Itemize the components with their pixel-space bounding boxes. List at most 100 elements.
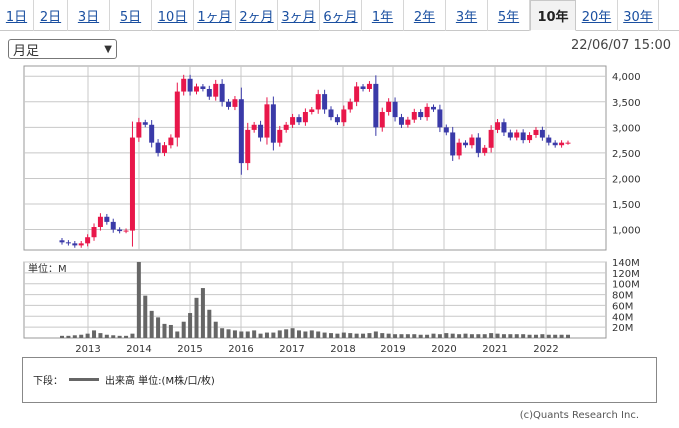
volume-bar (335, 333, 340, 338)
tab-9[interactable]: 1年 (362, 0, 404, 31)
tab-11[interactable]: 3年 (446, 0, 488, 31)
volume-bar (361, 333, 366, 338)
tab-5[interactable]: 1ヶ月 (194, 0, 236, 31)
candle-up (264, 104, 270, 138)
volume-bar (380, 333, 385, 338)
volume-bar (412, 334, 417, 338)
volume-bar (469, 334, 474, 338)
volume-bar (181, 321, 186, 338)
volume-bar (450, 333, 455, 338)
candle-up (213, 83, 219, 97)
candle-up (283, 124, 289, 130)
candle-down (104, 216, 110, 222)
candle-up (161, 145, 167, 153)
volume-bar (92, 330, 97, 338)
chevron-down-icon: ▼ (104, 43, 112, 55)
volume-bar (431, 333, 436, 338)
candle-down (520, 132, 526, 141)
candle-up (469, 137, 475, 146)
candle-down (296, 117, 302, 123)
x-tick-label: 2016 (228, 344, 253, 355)
candle-down (238, 99, 244, 164)
tab-15[interactable]: 30年 (618, 0, 659, 31)
tab-8[interactable]: 6ヶ月 (320, 0, 362, 31)
candle-up (379, 112, 385, 128)
candle-up (482, 147, 488, 153)
price-y-tick-label: 3,500 (612, 98, 641, 109)
tab-6[interactable]: 2ヶ月 (236, 0, 278, 31)
candle-up (411, 112, 417, 120)
tab-10[interactable]: 2年 (404, 0, 446, 31)
price-panel-frame (23, 65, 607, 251)
legend-box: 下段： 出来高 単位:(M株/口/枚) (22, 357, 657, 403)
volume-bar (72, 335, 77, 338)
x-tick-label: 2015 (177, 344, 202, 355)
volume-y-tick-label: 100M (612, 280, 640, 291)
tab-12[interactable]: 5年 (488, 0, 530, 31)
x-tick-label: 2017 (279, 344, 304, 355)
volume-bar (194, 297, 199, 338)
candle-down (155, 142, 161, 153)
candle-period-select[interactable]: 月足 ▼ (8, 39, 117, 59)
volume-bar (399, 334, 404, 338)
candle-up (302, 112, 308, 123)
chart-timestamp: 22/06/07 15:00 (571, 38, 671, 53)
tab-1[interactable]: 2日 (34, 0, 68, 31)
price-y-tick-label: 4,000 (612, 72, 641, 83)
volume-legend-swatch (69, 378, 99, 381)
volume-bar (111, 335, 116, 338)
volume-bar (104, 334, 109, 338)
volume-bar (508, 334, 513, 338)
volume-bar (553, 334, 558, 338)
candle-up (232, 99, 238, 107)
legend-row: 下段： 出来高 単位:(M株/口/枚) (33, 372, 215, 387)
tab-13[interactable]: 10年 (530, 0, 576, 31)
volume-bar (232, 330, 237, 338)
candle-up (245, 129, 251, 164)
candle-up (129, 137, 135, 231)
candle-up (495, 122, 501, 130)
candle-down (117, 229, 123, 232)
candle-up (181, 78, 187, 92)
volume-bar (482, 334, 487, 338)
candle-down (552, 142, 558, 146)
volume-bar (60, 335, 64, 338)
price-y-tick-label: 1,000 (612, 226, 641, 237)
volume-bar (444, 333, 449, 338)
tab-14[interactable]: 20年 (576, 0, 618, 31)
volume-bar (533, 334, 538, 338)
candle-up (97, 216, 103, 227)
volume-bar (245, 331, 250, 338)
candle-up (168, 137, 174, 146)
volume-unit-label: 単位：M (28, 262, 67, 275)
volume-bar (156, 317, 161, 338)
volume-bar (405, 334, 410, 338)
tab-4[interactable]: 10日 (152, 0, 194, 31)
volume-bar (207, 309, 212, 338)
volume-bar (220, 328, 225, 338)
volume-bar (354, 333, 359, 338)
tab-3[interactable]: 5日 (110, 0, 152, 31)
tab-2[interactable]: 3日 (68, 0, 110, 31)
volume-bar (495, 333, 500, 338)
volume-bar (239, 331, 244, 338)
volume-bar (373, 331, 378, 338)
volume-y-tick-label: 40M (612, 312, 633, 323)
tab-7[interactable]: 3ヶ月 (278, 0, 320, 31)
volume-bar (489, 333, 494, 338)
copyright: (c)Quants Research Inc. (519, 410, 639, 421)
candle-up (354, 86, 360, 102)
x-tick-label: 2013 (75, 344, 100, 355)
candle-down (418, 112, 424, 118)
candle-up (290, 117, 296, 125)
volume-bar (79, 334, 84, 338)
volume-bar (322, 332, 327, 338)
candle-up (315, 94, 321, 110)
candle-down (270, 104, 276, 143)
volume-bar (457, 334, 462, 338)
tab-0[interactable]: 1日 (0, 0, 34, 31)
volume-panel-frame (23, 261, 607, 339)
candle-up (347, 101, 353, 110)
volume-bar (476, 334, 481, 338)
candle-up (91, 227, 97, 238)
